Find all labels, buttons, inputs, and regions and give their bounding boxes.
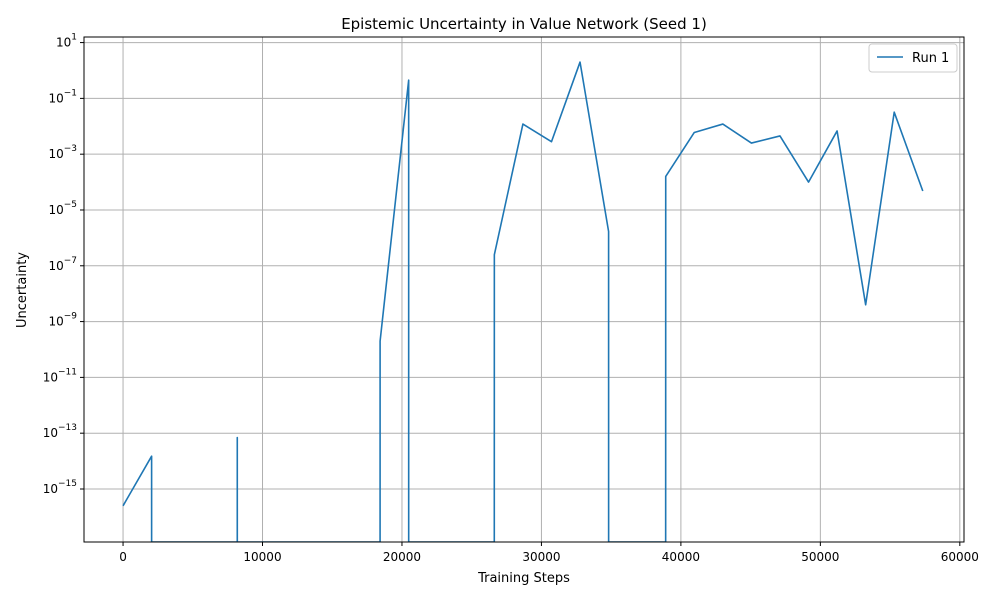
series-line-run-1	[122, 61, 924, 542]
y-tick-label: 101	[56, 33, 77, 50]
y-tick-label: 10−1	[48, 88, 77, 105]
x-tick-label: 20000	[383, 550, 421, 564]
grid-lines	[84, 37, 964, 542]
x-tick-label: 50000	[801, 550, 839, 564]
chart-title: Epistemic Uncertainty in Value Network (…	[341, 15, 707, 33]
plot-frame	[83, 36, 965, 543]
y-tick-label: 10−7	[48, 256, 77, 273]
y-tick-label: 10−15	[43, 479, 77, 496]
data-series	[122, 61, 924, 542]
legend: Run 1	[868, 43, 958, 73]
legend-box	[868, 43, 958, 73]
x-tick-label: 10000	[243, 550, 281, 564]
legend-label-run-1: Run 1	[912, 51, 949, 66]
y-tick-label: 10−13	[43, 423, 77, 440]
y-axis-label: Uncertainty	[15, 252, 30, 328]
y-tick-label: 10−11	[43, 367, 77, 384]
x-axis-label: Training Steps	[477, 571, 570, 586]
y-tick-label: 10−5	[48, 200, 77, 217]
x-tick-label: 30000	[522, 550, 560, 564]
x-tick-label: 60000	[941, 550, 979, 564]
x-tick-label: 0	[119, 550, 127, 564]
y-tick-label: 10−3	[48, 144, 77, 161]
axis-ticks: 0 10000 20000 30000 40000 50000 60000 10−15 10−1…	[43, 33, 979, 564]
x-tick-label: 40000	[662, 550, 700, 564]
y-tick-label: 10−9	[48, 312, 77, 329]
